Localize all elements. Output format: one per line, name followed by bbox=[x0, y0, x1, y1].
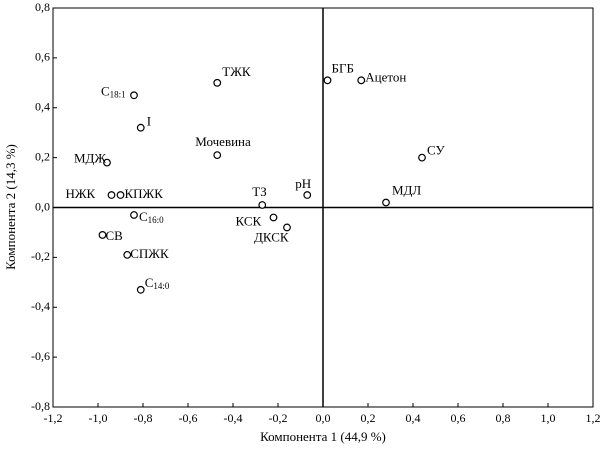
point-label: КСК bbox=[236, 213, 262, 228]
point-label: ТЖК bbox=[222, 64, 251, 79]
point bbox=[116, 191, 125, 199]
point bbox=[136, 123, 145, 132]
point bbox=[130, 91, 138, 100]
point-label-text: Мочевина bbox=[195, 134, 251, 149]
point bbox=[123, 250, 132, 259]
point-label: СПЖК bbox=[130, 246, 169, 261]
point bbox=[258, 201, 267, 209]
point-label-text: БГБ bbox=[332, 60, 354, 75]
point-label-text: C bbox=[139, 209, 148, 224]
point-label-subscript: 16:0 bbox=[148, 215, 165, 225]
point-label: C18:1 bbox=[101, 83, 126, 99]
point bbox=[130, 211, 138, 219]
x-tick-label: -0,8 bbox=[134, 411, 153, 425]
point-label-text: МДЖ bbox=[74, 151, 106, 166]
point-label: КПЖК bbox=[125, 186, 164, 201]
point-label: I bbox=[147, 114, 151, 129]
point-label-text: НЖК bbox=[66, 186, 96, 201]
y-tick-label: -0,2 bbox=[31, 249, 50, 263]
y-tick-label: -0,4 bbox=[31, 299, 50, 313]
point-label: C14:0 bbox=[145, 275, 170, 291]
point-label: C16:0 bbox=[139, 209, 164, 225]
point-label: МДЖ bbox=[74, 151, 106, 166]
point bbox=[107, 191, 116, 199]
y-tick-label: 0,4 bbox=[35, 100, 50, 114]
y-tick-label: 0,8 bbox=[35, 0, 50, 14]
point-label-text: МДЛ bbox=[392, 182, 421, 197]
x-tick-label: 0,8 bbox=[496, 411, 511, 425]
point bbox=[213, 78, 222, 87]
point bbox=[382, 198, 390, 207]
point-label: Мочевина bbox=[195, 134, 251, 149]
point-label: ТЗ bbox=[252, 184, 266, 199]
y-tick-label: 0,6 bbox=[35, 50, 50, 64]
x-tick-label: -0,2 bbox=[269, 411, 288, 425]
y-tick-label: 0,0 bbox=[35, 199, 50, 213]
point-label: рН bbox=[295, 176, 311, 191]
point-label-text: СВ bbox=[106, 228, 124, 243]
point-label-subscript: 14:0 bbox=[153, 281, 170, 291]
x-tick-label: -0,6 bbox=[179, 411, 198, 425]
point-label-text: C bbox=[101, 83, 110, 98]
x-tick-label: 0,0 bbox=[316, 411, 331, 425]
point bbox=[213, 151, 222, 160]
point-label-text: рН bbox=[295, 176, 311, 191]
point-label-text: КПЖК bbox=[125, 186, 164, 201]
x-tick-label: -1,2 bbox=[44, 411, 63, 425]
point bbox=[98, 231, 107, 239]
point-label-text: C bbox=[145, 275, 154, 290]
x-axis-title: Компонента 1 (44,9 %) bbox=[260, 429, 386, 444]
x-tick-label: 0,6 bbox=[451, 411, 466, 425]
point bbox=[303, 191, 312, 199]
x-tick-label: 1,2 bbox=[586, 411, 601, 425]
point-label: БГБ bbox=[332, 60, 354, 75]
point bbox=[103, 158, 111, 167]
point bbox=[323, 76, 332, 85]
x-tick-label: 1,0 bbox=[541, 411, 556, 425]
point-label-text: Ацетон bbox=[365, 69, 406, 84]
y-tick-label: 0,2 bbox=[35, 149, 50, 163]
point-label: СУ bbox=[427, 143, 445, 158]
x-tick-label: 0,4 bbox=[406, 411, 421, 425]
point-label-text: ТЗ bbox=[252, 184, 266, 199]
point-label: НЖК bbox=[66, 186, 96, 201]
point-label-text: ДКСК bbox=[254, 229, 289, 244]
point-label-text: I bbox=[147, 114, 151, 129]
point bbox=[418, 153, 426, 162]
x-tick-label: 0,2 bbox=[361, 411, 376, 425]
y-axis-title: Компонента 2 (14,3 %) bbox=[3, 144, 18, 270]
point-label-text: СПЖК bbox=[130, 246, 169, 261]
point-label-text: КСК bbox=[236, 213, 262, 228]
point-label: МДЛ bbox=[392, 182, 421, 197]
point bbox=[357, 76, 366, 85]
point-label: ДКСК bbox=[254, 229, 289, 244]
x-tick-label: -1,0 bbox=[89, 411, 108, 425]
y-tick-label: -0,6 bbox=[31, 349, 50, 363]
point-label: СВ bbox=[106, 228, 124, 243]
x-tick-label: -0,4 bbox=[224, 411, 243, 425]
point-label-subscript: 18:1 bbox=[110, 89, 126, 99]
point-label: Ацетон bbox=[365, 69, 406, 84]
point-label-text: СУ bbox=[427, 143, 445, 158]
point bbox=[269, 213, 278, 222]
point bbox=[136, 285, 145, 294]
point bbox=[283, 223, 291, 232]
y-tick-label: -0,8 bbox=[31, 399, 50, 413]
point-label-text: ТЖК bbox=[222, 64, 251, 79]
